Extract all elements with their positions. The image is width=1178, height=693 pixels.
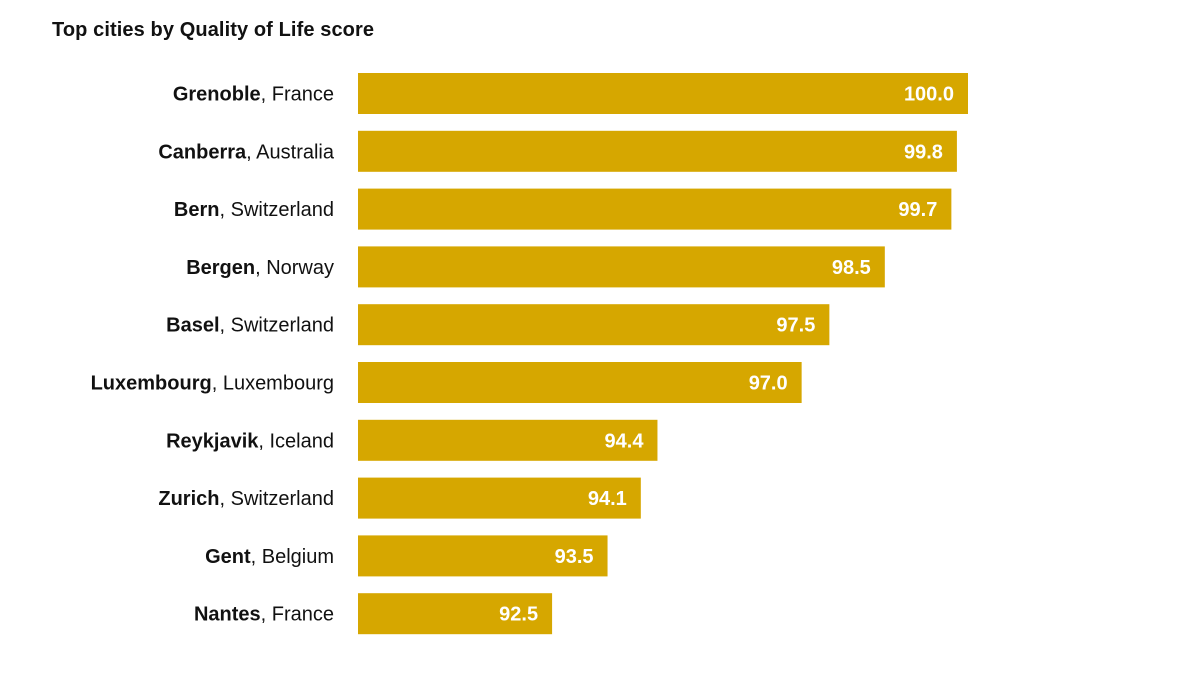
value-label: 99.7 (898, 199, 937, 221)
bar (358, 130, 957, 172)
value-label: 98.5 (832, 257, 871, 279)
bar (358, 304, 830, 346)
country-name: , Australia (246, 141, 335, 163)
bar-row: Grenoble, France 100.0 (173, 73, 968, 114)
value-label: 93.5 (555, 546, 594, 568)
bar (358, 246, 885, 288)
value-label: 92.5 (499, 604, 538, 626)
city-name: Luxembourg (91, 373, 212, 395)
country-name: , Switzerland (220, 315, 335, 337)
value-label: 97.5 (776, 315, 815, 337)
bar-row: Reykjavik, Iceland 94.4 (166, 419, 658, 461)
bar-row: Basel, Switzerland 97.5 (166, 304, 830, 346)
city-name: Bern (174, 199, 220, 221)
value-label: 94.4 (605, 430, 645, 452)
value-label: 100.0 (904, 84, 954, 106)
country-name: , Iceland (258, 430, 334, 452)
category-label: Luxembourg, Luxembourg (91, 373, 334, 395)
bar (358, 593, 553, 635)
bar (358, 73, 968, 114)
bar-row: Gent, Belgium 93.5 (205, 535, 608, 577)
city-name: Grenoble (173, 84, 261, 106)
category-label: Nantes, France (194, 604, 334, 626)
chart-title: Top cities by Quality of Life score (52, 19, 375, 41)
bar (358, 188, 952, 230)
city-name: Nantes (194, 604, 261, 626)
category-label: Reykjavik, Iceland (166, 430, 334, 452)
city-name: Bergen (186, 257, 255, 279)
city-name: Basel (166, 315, 219, 337)
bar (358, 477, 641, 519)
bar-row: Zurich, Switzerland 94.1 (158, 477, 641, 519)
country-name: , France (261, 84, 334, 106)
country-name: , Switzerland (220, 199, 335, 221)
city-name: Canberra (158, 141, 247, 163)
value-label: 94.1 (588, 488, 627, 510)
category-label: Grenoble, France (173, 84, 334, 106)
bar (358, 535, 608, 577)
category-label: Gent, Belgium (205, 546, 334, 568)
city-name: Zurich (158, 488, 219, 510)
category-label: Basel, Switzerland (166, 315, 334, 337)
value-label: 99.8 (904, 141, 943, 163)
country-name: , France (261, 604, 334, 626)
category-label: Canberra, Australia (158, 141, 335, 163)
bar (358, 419, 658, 461)
country-name: , Belgium (251, 546, 334, 568)
bar-row: Luxembourg, Luxembourg 97.0 (91, 362, 802, 403)
city-name: Gent (205, 546, 251, 568)
country-name: , Norway (255, 257, 334, 279)
bar (358, 362, 802, 403)
category-label: Bern, Switzerland (174, 199, 334, 221)
city-name: Reykjavik (166, 430, 259, 452)
country-name: , Luxembourg (212, 373, 334, 395)
category-label: Zurich, Switzerland (158, 488, 334, 510)
value-label: 97.0 (749, 373, 788, 395)
bar-row: Nantes, France 92.5 (194, 593, 553, 635)
category-label: Bergen, Norway (186, 257, 334, 279)
country-name: , Switzerland (220, 488, 335, 510)
bar-row: Bergen, Norway 98.5 (186, 246, 885, 288)
bar-row: Canberra, Australia 99.8 (158, 130, 957, 172)
bar-row: Bern, Switzerland 99.7 (174, 188, 952, 230)
